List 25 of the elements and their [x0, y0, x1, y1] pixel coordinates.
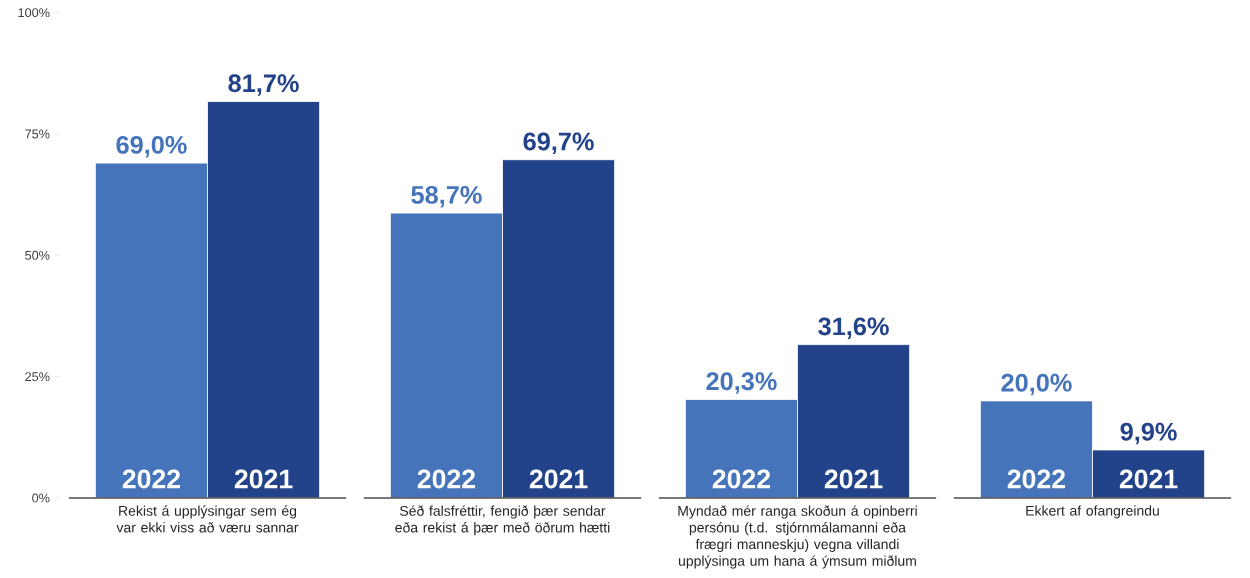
text: 2021	[1119, 469, 1178, 489]
series-label: 2021	[234, 469, 293, 489]
text: 2022	[417, 469, 476, 489]
text: 2022	[712, 469, 771, 489]
text: 2021	[529, 469, 588, 489]
text: 2022	[1007, 469, 1066, 489]
x-tick-label: Ekkert af ofangreindu	[1026, 505, 1159, 519]
text: 2021	[824, 469, 883, 489]
y-tick-label: 25%	[25, 372, 50, 382]
x-tick-label: Myndað mér ranga skoðun á opinberri persónu (t.d. stjórnmálamanni eða frægri manneskju) vegna villandi upplýsinga um hana á ýmsum miðlum	[678, 505, 917, 569]
x-tick-label: Séð falsfréttir, fengið þær sendar eða rekist á þær með öðrum hætti	[395, 505, 610, 536]
data-label: 81,7%	[228, 74, 299, 96]
data-label: 20,0%	[1001, 373, 1072, 396]
data-label: 69,7%	[523, 132, 594, 155]
x-tick-label: Rekist á upplýsingar sem ég var ekki viss að væru sannar	[116, 505, 299, 533]
series-label: 2022	[122, 469, 181, 489]
y-tick-label: 0%	[32, 493, 50, 503]
data-label: 9,9%	[1120, 422, 1177, 445]
y-tick-label: 75%	[25, 129, 50, 139]
data-label: 58,7%	[411, 185, 482, 208]
data-label: 31,6%	[818, 317, 889, 340]
y-tick-label: 50%	[25, 250, 50, 260]
data-label: 20,3%	[706, 372, 777, 394]
y-tick-label: 100%	[18, 8, 50, 18]
data-label: 69,0%	[116, 135, 187, 158]
